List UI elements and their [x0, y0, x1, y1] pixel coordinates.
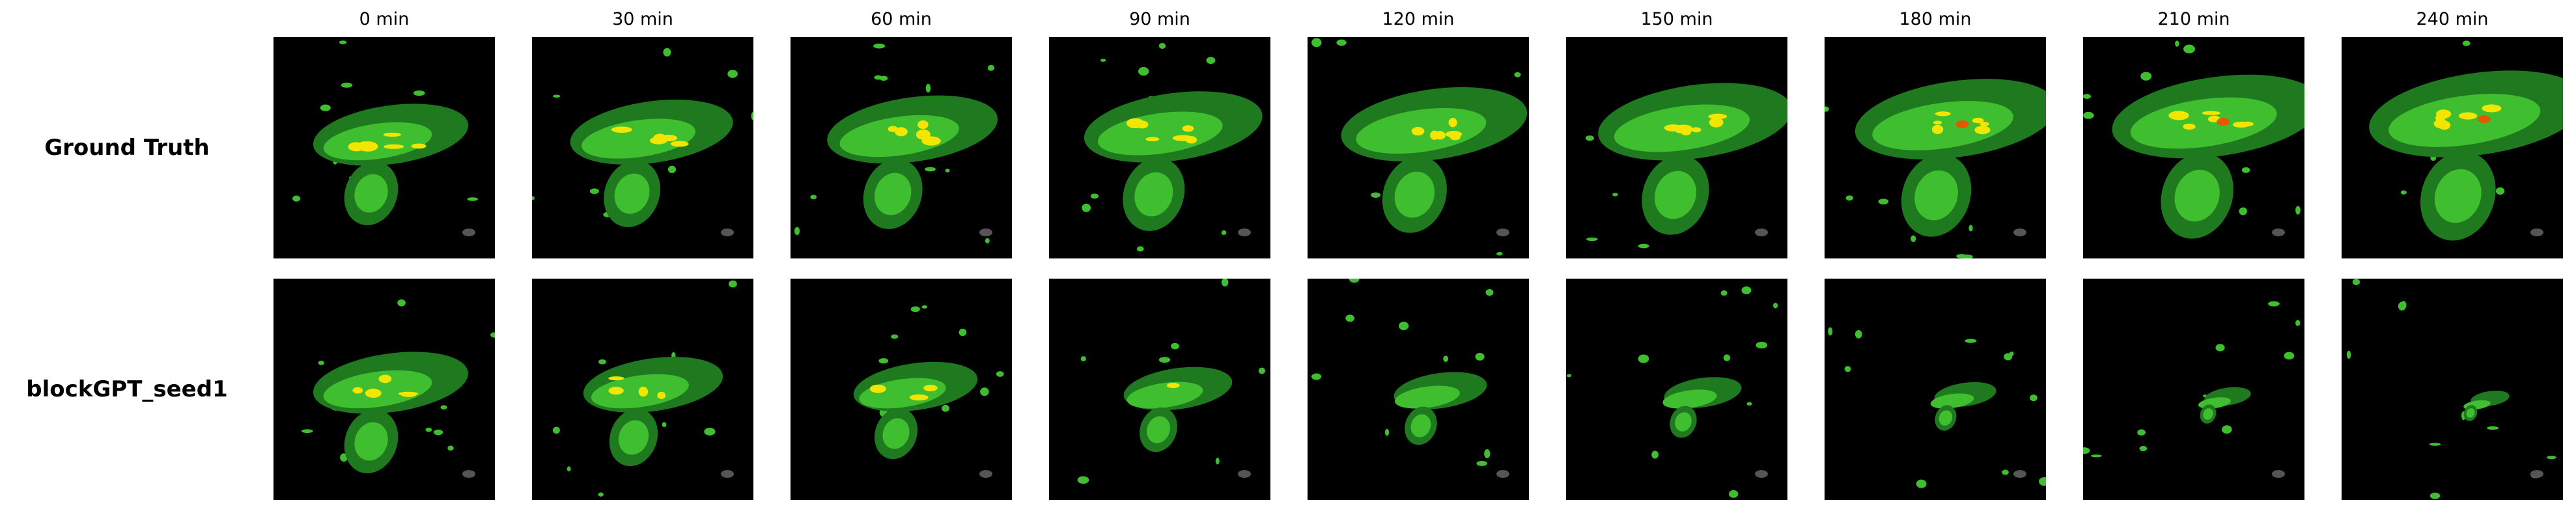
radar-panel-r0-c5 — [1566, 37, 1787, 258]
radar-image — [1825, 279, 2046, 500]
radar-image — [791, 37, 1012, 258]
radar-image — [1308, 37, 1529, 258]
column-label-0: 0 min — [359, 9, 410, 29]
radar-panel-r0-c0 — [273, 37, 495, 258]
row-label-1: blockGPT_seed1 — [26, 376, 228, 402]
radar-image — [1049, 279, 1270, 500]
radar-panel-r1-c4 — [1308, 279, 1529, 500]
radar-image — [2342, 37, 2563, 258]
radar-panel-r0-c3 — [1049, 37, 1270, 258]
radar-panel-r0-c8 — [2342, 37, 2563, 258]
radar-panel-r1-c8 — [2342, 279, 2563, 500]
radar-image — [2342, 279, 2563, 500]
radar-image — [1566, 279, 1787, 500]
radar-image — [2083, 37, 2304, 258]
radar-panel-r0-c2 — [791, 37, 1012, 258]
column-label-8: 240 min — [2416, 9, 2489, 29]
column-label-1: 30 min — [612, 9, 673, 29]
radar-panel-r1-c7 — [2083, 279, 2304, 500]
radar-panel-r1-c3 — [1049, 279, 1270, 500]
radar-image — [273, 37, 495, 258]
radar-image — [1308, 279, 1529, 500]
column-label-4: 120 min — [1382, 9, 1455, 29]
radar-panel-r0-c6 — [1825, 37, 2046, 258]
radar-image — [1566, 37, 1787, 258]
radar-image — [532, 37, 753, 258]
radar-panel-r1-c6 — [1825, 279, 2046, 500]
radar-image — [273, 279, 495, 500]
radar-panel-r1-c2 — [791, 279, 1012, 500]
radar-panel-r1-c0 — [273, 279, 495, 500]
radar-image — [1825, 37, 2046, 258]
column-label-5: 150 min — [1640, 9, 1713, 29]
column-label-6: 180 min — [1899, 9, 1972, 29]
radar-image — [1049, 37, 1270, 258]
radar-panel-r0-c4 — [1308, 37, 1529, 258]
column-label-3: 90 min — [1129, 9, 1190, 29]
radar-panel-r0-c7 — [2083, 37, 2304, 258]
row-label-0: Ground Truth — [44, 135, 210, 161]
column-label-7: 210 min — [2157, 9, 2230, 29]
radar-panel-r1-c1 — [532, 279, 753, 500]
radar-image — [2083, 279, 2304, 500]
column-label-2: 60 min — [871, 9, 932, 29]
radar-image — [791, 279, 1012, 500]
radar-image — [532, 279, 753, 500]
radar-panel-r0-c1 — [532, 37, 753, 258]
radar-panel-r1-c5 — [1566, 279, 1787, 500]
